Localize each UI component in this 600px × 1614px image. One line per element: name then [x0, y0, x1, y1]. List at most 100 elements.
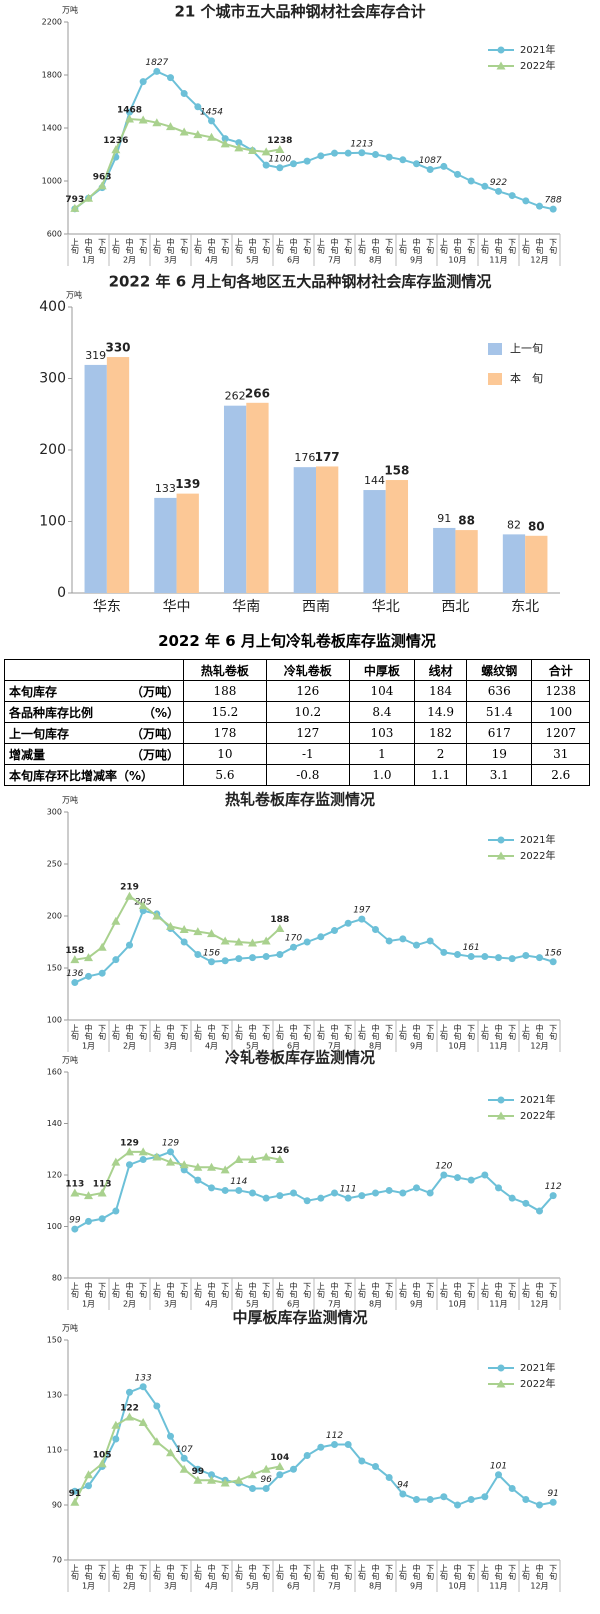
x-tick-label: 华北	[372, 599, 400, 615]
x-tick-label: 上旬	[70, 1282, 79, 1299]
data-label: 113	[93, 1180, 112, 1190]
month-label: 10月	[448, 1582, 466, 1591]
data-label: 80	[528, 519, 545, 533]
y-tick-label: 1400	[42, 124, 62, 133]
x-tick-label: 下旬	[98, 1282, 107, 1299]
marker	[522, 197, 530, 205]
marker	[496, 1111, 506, 1120]
y-tick-label: 120	[47, 1171, 62, 1180]
month-label: 7月	[328, 256, 341, 265]
data-label: 330	[105, 341, 130, 355]
marker	[385, 1474, 393, 1481]
bar	[363, 490, 386, 593]
column-header: 合计	[531, 659, 590, 681]
data-label: 120	[435, 1162, 452, 1172]
marker	[193, 1162, 203, 1171]
x-tick-label: 下旬	[262, 1024, 271, 1041]
marker	[221, 1186, 229, 1194]
x-tick-label: 下旬	[262, 1564, 271, 1581]
month-label: 5月	[246, 1300, 259, 1309]
data-label: 88	[458, 514, 475, 528]
column-header: 冷轧卷板	[265, 659, 350, 681]
marker	[139, 1383, 147, 1391]
month-label: 2月	[123, 256, 136, 265]
marker	[536, 202, 543, 210]
month-label: 11月	[489, 1582, 507, 1591]
table-cell: -0.8	[265, 764, 350, 786]
marker	[71, 1225, 79, 1233]
marker	[413, 160, 420, 168]
marker	[235, 139, 243, 147]
x-tick-label: 下旬	[180, 238, 189, 255]
legend-label: 2022年	[520, 1109, 555, 1122]
marker	[84, 1191, 93, 1200]
marker	[303, 1197, 311, 1205]
x-tick-label: 上旬	[357, 1564, 366, 1581]
x-tick-label: 中旬	[207, 1023, 216, 1041]
marker	[290, 1465, 297, 1473]
marker	[234, 937, 244, 946]
column-header: 螺纹钢	[466, 659, 533, 681]
x-tick-label: 下旬	[426, 238, 435, 255]
x-tick-label: 中旬	[248, 1281, 257, 1299]
month-label: 8月	[369, 256, 382, 265]
x-tick-label: 中旬	[330, 1023, 339, 1041]
bar	[246, 402, 269, 593]
legend-label: 2021年	[520, 1093, 555, 1106]
x-tick-label: 中旬	[494, 237, 503, 255]
x-tick-label: 东北	[511, 599, 539, 615]
table-cell: 126	[265, 680, 350, 702]
data-label: 82	[507, 518, 521, 531]
month-label: 10月	[448, 256, 466, 265]
month-label: 8月	[369, 1582, 382, 1591]
month-label: 2月	[123, 1300, 136, 1309]
x-tick-label: 中旬	[125, 1281, 134, 1299]
month-label: 10月	[448, 1300, 466, 1309]
marker	[399, 156, 407, 164]
marker	[317, 933, 325, 941]
month-label: 12月	[530, 1582, 548, 1591]
x-tick-label: 下旬	[549, 1564, 558, 1581]
marker	[440, 1493, 448, 1501]
marker	[84, 953, 93, 962]
y-tick-label: 80	[52, 1274, 62, 1283]
row-label: 增减量	[9, 747, 46, 762]
x-tick-label: 中旬	[84, 237, 93, 255]
marker	[262, 1194, 270, 1202]
month-label: 6月	[287, 256, 300, 265]
x-tick-label: 下旬	[344, 238, 353, 255]
table-cell: 1238	[531, 680, 590, 702]
x-tick-label: 下旬	[467, 238, 476, 255]
x-tick-label: 上旬	[275, 1024, 284, 1041]
month-label: 9月	[410, 1042, 423, 1051]
marker	[497, 1096, 505, 1104]
x-tick-label: 下旬	[549, 1024, 558, 1041]
x-tick-label: 上旬	[275, 1564, 284, 1581]
x-tick-label: 下旬	[467, 1564, 476, 1581]
x-tick-label: 上旬	[70, 1024, 79, 1041]
row-unit: （%）	[142, 705, 179, 720]
data-label: 99	[69, 1216, 81, 1226]
table-cell: 1207	[531, 722, 590, 744]
x-tick-label: 上旬	[480, 1564, 489, 1581]
table-cell: 1.1	[414, 764, 468, 786]
marker	[426, 1496, 434, 1503]
marker	[276, 1192, 284, 1200]
x-tick-label: 上旬	[70, 1564, 79, 1581]
marker	[536, 954, 543, 962]
x-tick-label: 下旬	[508, 1282, 517, 1299]
x-tick-label: 下旬	[467, 1024, 476, 1041]
x-tick-label: 下旬	[426, 1282, 435, 1299]
column-header: 热轧卷板	[183, 659, 267, 681]
month-label: 12月	[530, 1042, 548, 1051]
marker	[194, 103, 202, 111]
x-tick-label: 上旬	[398, 238, 407, 255]
table-cell: 127	[265, 722, 350, 744]
row-label-cell: 各品种库存比例 （%）	[4, 701, 184, 723]
table-row: 本旬库存环比增减率（%） 5.6 -0.8 1.0 1.1 3.1 2.6	[4, 764, 590, 786]
marker	[208, 117, 215, 125]
x-tick-label: 上旬	[193, 1564, 202, 1581]
row-label-cell: 上一旬库存 （万吨）	[4, 722, 184, 744]
y-tick-label: 90	[52, 1501, 62, 1510]
table-cell: 14.9	[414, 701, 468, 723]
